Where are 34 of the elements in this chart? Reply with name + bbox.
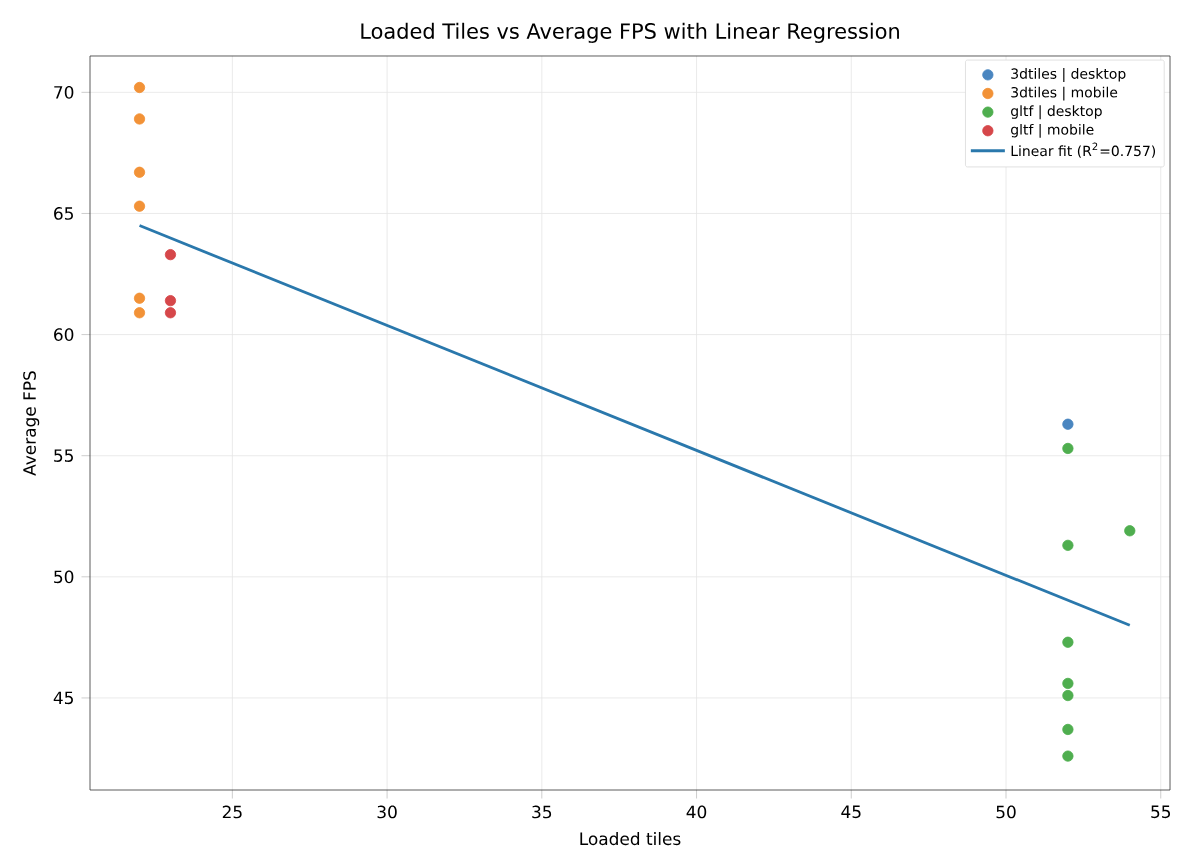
point: [1062, 636, 1074, 648]
point: [133, 81, 146, 94]
y-tick-label: 70: [54, 85, 74, 99]
point: [1062, 689, 1074, 702]
y-tick-label: 45: [53, 691, 73, 705]
point: [1062, 723, 1074, 736]
x-tick-label: 55: [1151, 805, 1171, 819]
point: [1062, 539, 1074, 551]
chart-title: Loaded Tiles vs Average FPS with Linear Regression: [361, 22, 899, 43]
point: [133, 292, 146, 304]
y-tick-label: 60: [54, 328, 74, 341]
x-tick-label: 30: [377, 805, 397, 819]
point: [133, 166, 146, 178]
y-tick-label: 55: [54, 449, 73, 462]
x-tick-label: 25: [222, 805, 242, 819]
y-tick-label: 65: [54, 207, 73, 220]
point: [133, 307, 146, 319]
x-tick-label: 35: [532, 805, 552, 819]
point: [1062, 442, 1074, 455]
point: [1062, 677, 1074, 690]
point: [164, 295, 177, 307]
x-axis-title: Loaded tiles: [580, 832, 681, 846]
x-tick-label: 45: [841, 805, 861, 819]
point: [1062, 418, 1074, 430]
point: [164, 307, 177, 319]
y-axis-title: Average FPS: [23, 371, 40, 476]
point: [1062, 750, 1074, 762]
x-tick-label: 50: [996, 805, 1016, 819]
point: [164, 249, 177, 261]
y-tick-label: 50: [54, 570, 74, 584]
point: [133, 113, 146, 125]
x-tick-label: 40: [686, 805, 707, 819]
point: [133, 200, 146, 212]
point: [1124, 525, 1136, 537]
